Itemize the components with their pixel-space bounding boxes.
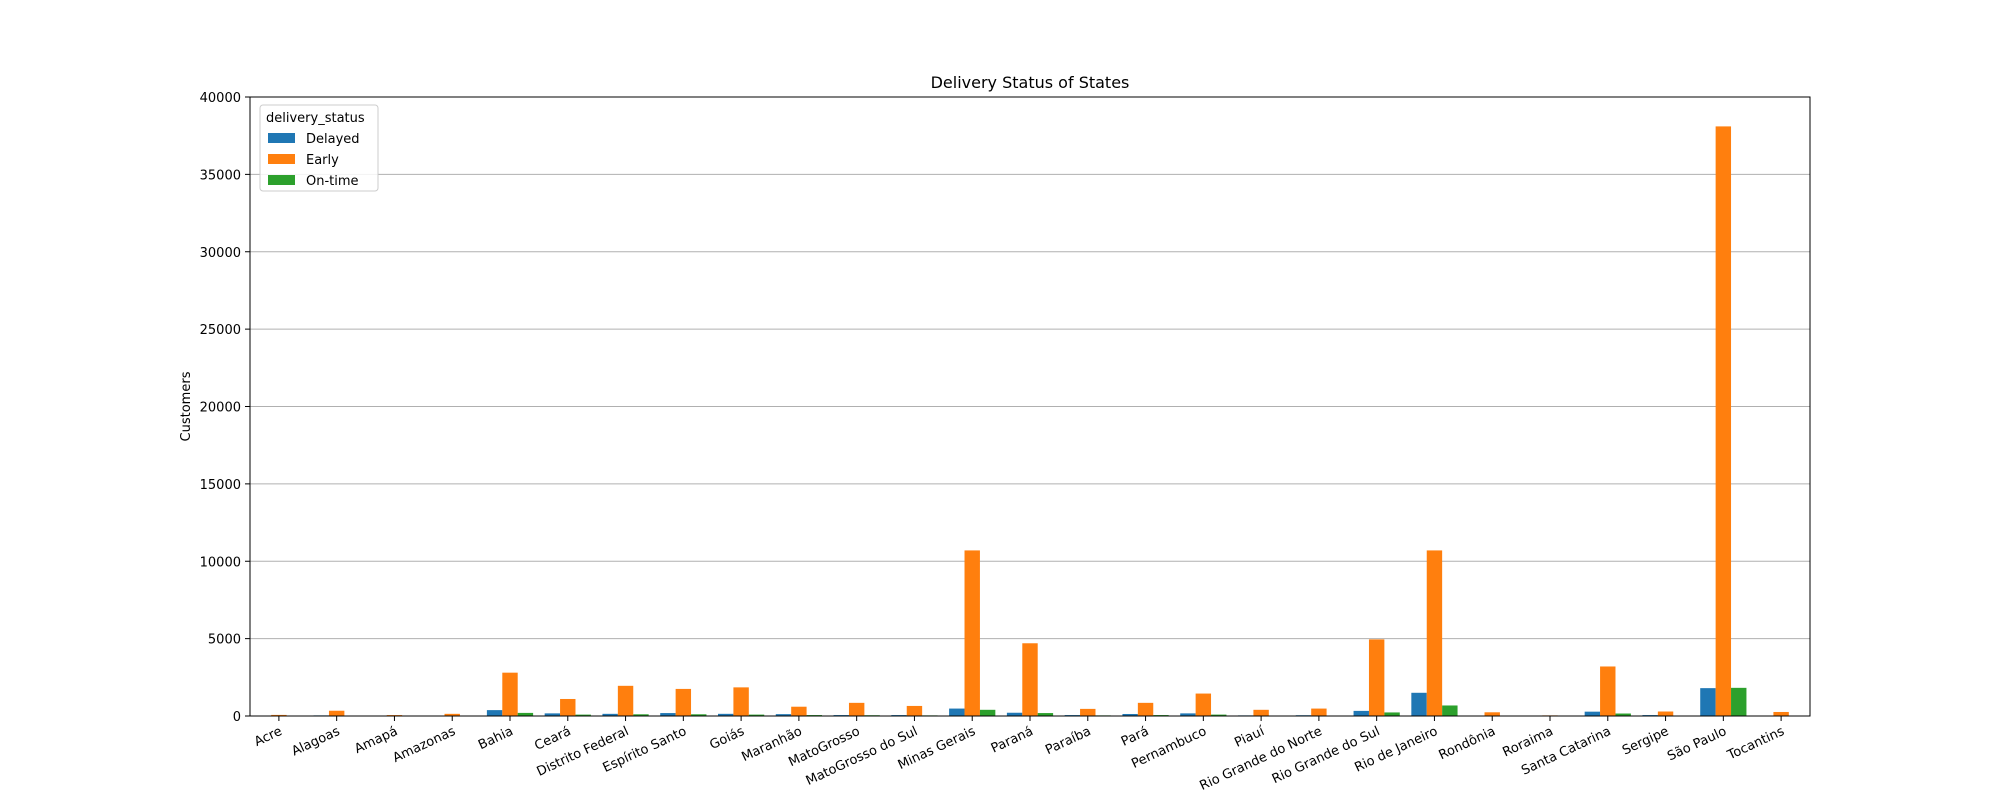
- x-tick-label: São Paulo: [1665, 724, 1729, 764]
- bar-on-time: [980, 710, 995, 716]
- bar-early: [791, 707, 806, 716]
- x-tick-label: Pará: [1119, 724, 1151, 750]
- bar-early: [965, 550, 980, 716]
- bar-early: [907, 706, 922, 716]
- x-tick-label: Alagoas: [289, 724, 342, 759]
- y-tick-label: 40000: [200, 91, 241, 106]
- bar-early: [1080, 709, 1095, 716]
- x-tick-label: Goiás: [707, 724, 747, 753]
- x-tick-label: Piauí: [1232, 724, 1267, 751]
- y-tick-label: 35000: [200, 168, 241, 183]
- y-tick-label: 30000: [200, 246, 241, 261]
- y-tick-label: 25000: [200, 323, 241, 338]
- y-tick-label: 5000: [208, 633, 241, 648]
- bar-early: [733, 687, 748, 716]
- bars: [256, 126, 1804, 716]
- bar-early: [849, 703, 864, 716]
- bar-early: [502, 673, 517, 716]
- y-tick-label: 10000: [200, 555, 241, 570]
- bar-on-time: [1442, 705, 1457, 716]
- bar-early: [1658, 712, 1673, 716]
- bar-early: [1716, 126, 1731, 716]
- bar-delayed: [949, 709, 964, 716]
- gridlines: [250, 174, 1810, 638]
- bar-early: [1600, 666, 1615, 716]
- bar-delayed: [1700, 688, 1715, 716]
- y-axis: 0 5000 10000 15000 20000 25000 30000 35000 40000: [200, 91, 250, 725]
- legend-label-early: Early: [306, 153, 339, 168]
- y-tick-label: 20000: [200, 401, 241, 416]
- bar-delayed: [487, 710, 502, 716]
- x-tick-label: Paraíba: [1043, 724, 1093, 758]
- x-tick-label: Amazonas: [391, 724, 459, 766]
- legend-label-delayed: Delayed: [306, 132, 360, 147]
- x-tick-label: Bahia: [476, 724, 516, 753]
- bar-delayed: [1354, 711, 1369, 716]
- bar-early: [1311, 709, 1326, 716]
- bar-early: [1773, 712, 1788, 716]
- legend-label-on-time: On-time: [306, 174, 359, 189]
- x-tick-label: Tocantins: [1724, 724, 1787, 764]
- bar-early: [1022, 643, 1037, 716]
- x-tick-label: Ceará: [532, 724, 573, 754]
- x-tick-label: Rondônia: [1437, 724, 1498, 763]
- bar-early: [329, 711, 344, 716]
- bar-early: [1196, 694, 1211, 716]
- y-tick-label: 0: [233, 710, 241, 725]
- x-tick-label: Paraná: [989, 724, 1036, 757]
- bar-early: [1427, 550, 1442, 716]
- bar-on-time: [1731, 688, 1746, 716]
- legend: delivery_status Delayed Early On-time: [260, 105, 378, 191]
- bar-early: [1138, 703, 1153, 716]
- bar-early: [1369, 639, 1384, 716]
- bar-early: [1253, 710, 1268, 716]
- bar-on-time: [1384, 712, 1399, 716]
- legend-swatch-early: [268, 154, 295, 164]
- x-tick-label: Acre: [252, 724, 285, 750]
- legend-swatch-delayed: [268, 133, 295, 143]
- bar-early: [618, 686, 633, 716]
- x-tick-label: Sergipe: [1620, 724, 1671, 759]
- legend-swatch-on-time: [268, 175, 295, 185]
- bar-delayed: [1411, 693, 1426, 716]
- legend-title: delivery_status: [266, 111, 365, 126]
- bar-early: [1485, 712, 1500, 716]
- y-axis-label: Customers: [179, 371, 194, 441]
- y-tick-label: 15000: [200, 478, 241, 493]
- bar-early: [560, 699, 575, 716]
- bar-early: [676, 689, 691, 716]
- chart-title: Delivery Status of States: [931, 73, 1130, 92]
- bar-delayed: [1585, 712, 1600, 716]
